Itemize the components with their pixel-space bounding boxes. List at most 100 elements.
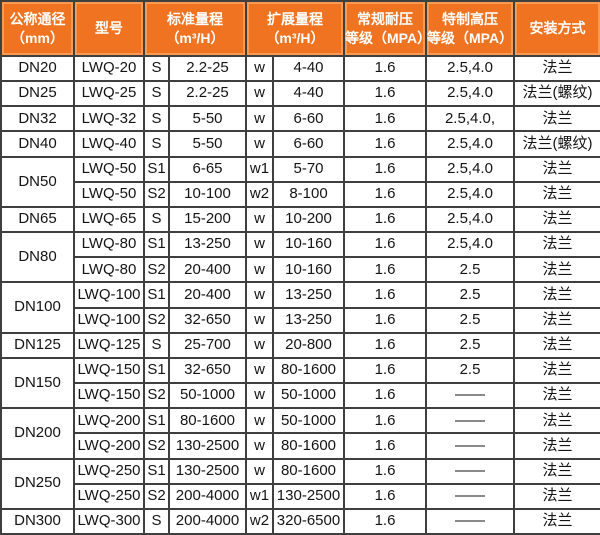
cell-s-code: S2 [143,382,170,410]
cell-s-code: S1 [143,407,170,435]
cell-regular-pressure: 1.6 [343,306,427,334]
cell-special-pressure: 2.5,4.0 [425,130,515,158]
cell-model: LWQ-25 [73,80,145,108]
table-row: DN65 LWQ-65 S 15-200 w 10-200 1.6 2.5,4.… [0,205,600,234]
cell-special-pressure: 2.5 [425,281,515,309]
cell-model: LWQ-50 [73,180,145,208]
cell-installation: 法兰 [513,231,600,259]
cell-w-code: w [245,457,274,485]
cell-installation: 法兰 [513,331,600,359]
cell-standard-range: 5-50 [168,130,247,158]
table-row: LWQ-250 S2 200-4000 w1 130-2500 1.6 —— 法… [1,482,600,510]
cell-w-code: w [245,105,274,133]
cell-s-code: S2 [143,306,170,334]
cell-w-code: w2 [245,180,274,208]
cell-model: LWQ-200 [73,407,145,435]
cell-regular-pressure: 1.6 [343,231,427,259]
table-row: DN20 LWQ-20 S 2.2-25 w 4-40 1.6 2.5,4.0 … [0,54,600,83]
cell-extended-range: 20-800 [272,331,345,359]
cell-s-code: S [143,130,170,158]
cell-special-pressure: —— [425,382,515,410]
cell-extended-range: 320-6500 [272,507,345,535]
cell-extended-range: 130-2500 [272,482,345,510]
cell-special-pressure: 2.5,4.0 [425,180,515,208]
cell-s-code: S [143,331,170,359]
cell-regular-pressure: 1.6 [343,432,427,460]
cell-extended-range: 13-250 [272,306,345,334]
cell-model: LWQ-80 [73,256,145,284]
cell-w-code: w [245,256,274,284]
cell-s-code: S [143,80,170,108]
cell-installation: 法兰 [513,205,600,234]
cell-extended-range: 80-1600 [272,432,345,460]
table-row: DN100 LWQ-100 S1 20-400 w 13-250 1.6 2.5… [0,281,600,334]
cell-installation: 法兰 [513,407,600,435]
cell-diameter: DN80 [0,231,75,284]
col-header-model: 型号 [73,0,145,57]
cell-installation: 法兰 [513,180,600,208]
cell-w-code: w1 [245,155,274,183]
cell-special-pressure: —— [425,457,515,485]
cell-extended-range: 4-40 [272,54,345,83]
table-row: DN50 LWQ-50 S1 6-65 w1 5-70 1.6 2.5,4.0 … [0,155,600,208]
table-row: DN80 LWQ-80 S1 13-250 w 10-160 1.6 2.5,4… [0,231,600,284]
cell-standard-range: 6-65 [168,155,247,183]
cell-standard-range: 32-650 [168,356,247,385]
table-row: LWQ-100 S2 32-650 w 13-250 1.6 2.5 法兰 [1,306,600,334]
cell-standard-range: 20-400 [168,256,247,284]
cell-model: LWQ-32 [73,105,145,133]
cell-regular-pressure: 1.6 [343,331,427,359]
cell-model: LWQ-40 [73,130,145,158]
cell-installation: 法兰(螺纹) [513,130,600,158]
cell-special-pressure: 2.5,4.0 [425,54,515,83]
cell-special-pressure: 2.5 [425,306,515,334]
cell-w-code: w [245,231,274,259]
cell-s-code: S2 [143,180,170,208]
cell-model: LWQ-150 [73,356,145,385]
cell-extended-range: 80-1600 [272,356,345,385]
cell-model: LWQ-20 [73,54,145,83]
cell-w-code: w [245,356,274,385]
cell-s-code: S [143,54,170,83]
cell-standard-range: 130-2500 [168,457,247,485]
cell-extended-range: 80-1600 [272,457,345,485]
cell-w-code: w2 [245,507,274,535]
cell-diameter: DN200 [0,407,75,460]
cell-regular-pressure: 1.6 [343,382,427,410]
cell-s-code: S1 [143,281,170,309]
cell-w-code: w [245,382,274,410]
cell-model: LWQ-125 [73,331,145,359]
cell-standard-range: 5-50 [168,105,247,133]
cell-s-code: S2 [143,256,170,284]
cell-installation: 法兰 [513,457,600,485]
table-row: LWQ-200 S2 130-2500 w 80-1600 1.6 —— 法兰 [1,432,600,460]
table-row: DN125 LWQ-125 S 25-700 w 20-800 1.6 2.5 … [0,331,600,359]
cell-installation: 法兰 [513,54,600,83]
cell-w-code: w [245,130,274,158]
col-header-regular-pressure: 常规耐压 等级（MPA） [343,0,427,57]
cell-special-pressure: —— [425,407,515,435]
cell-diameter: DN20 [0,54,75,83]
cell-regular-pressure: 1.6 [343,54,427,83]
cell-standard-range: 13-250 [168,231,247,259]
cell-special-pressure: 2.5 [425,331,515,359]
cell-regular-pressure: 1.6 [343,281,427,309]
table-row: DN25 LWQ-25 S 2.2-25 w 4-40 1.6 2.5,4.0 … [0,80,600,108]
cell-s-code: S [143,507,170,535]
cell-diameter: DN65 [0,205,75,234]
cell-extended-range: 50-1000 [272,382,345,410]
cell-special-pressure: 2.5,4.0, [425,105,515,133]
cell-w-code: w1 [245,482,274,510]
cell-standard-range: 200-4000 [168,482,247,510]
table-row: DN40 LWQ-40 S 5-50 w 6-60 1.6 2.5,4.0 法兰… [0,130,600,158]
cell-regular-pressure: 1.6 [343,457,427,485]
cell-s-code: S1 [143,356,170,385]
table-row: DN150 LWQ-150 S1 32-650 w 80-1600 1.6 2.… [0,356,600,410]
cell-regular-pressure: 1.6 [343,356,427,385]
cell-diameter: DN125 [0,331,75,359]
cell-s-code: S [143,105,170,133]
cell-w-code: w [245,54,274,83]
cell-regular-pressure: 1.6 [343,205,427,234]
cell-special-pressure: —— [425,507,515,535]
